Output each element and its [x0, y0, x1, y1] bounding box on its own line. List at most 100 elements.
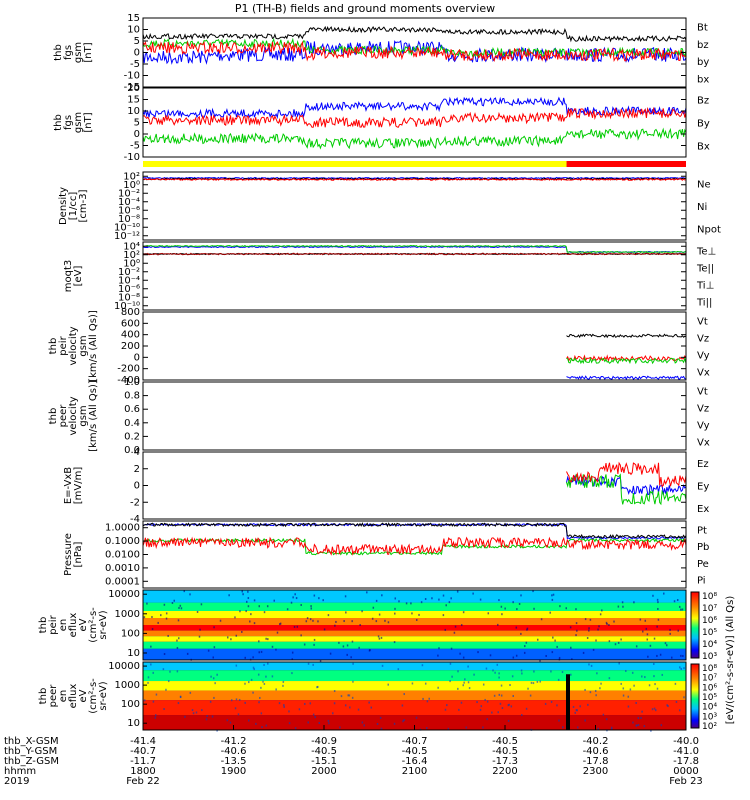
- series-vz: [566, 354, 687, 363]
- spectrogram-pixel: [617, 605, 620, 608]
- spectrogram-pixel: [438, 647, 440, 650]
- spectrogram-pixel: [415, 618, 418, 621]
- spectrogram-pixel: [260, 686, 262, 689]
- y-tick-label: 0.0010: [105, 563, 140, 574]
- legend-entry: Te||: [696, 264, 714, 275]
- spectrogram-pixel: [340, 695, 343, 698]
- spectrogram-pixel: [576, 726, 579, 729]
- y-axis-label: moqt3: [63, 260, 74, 293]
- spectrogram-pixel: [620, 638, 622, 641]
- spectrogram-pixel: [653, 662, 655, 665]
- legend-entry: Vt: [697, 387, 708, 398]
- y-tick-label: -400: [117, 375, 140, 386]
- y-axis-label: gsm: [78, 335, 89, 356]
- spectrogram-pixel: [378, 637, 381, 640]
- spectrogram-pixel: [594, 689, 597, 692]
- spectrogram-pixel: [338, 641, 340, 644]
- spectrogram-pixel: [625, 669, 627, 672]
- axis-value: -17.3: [492, 756, 518, 767]
- spectrogram-pixel: [494, 671, 496, 674]
- spectrogram-pixel: [467, 681, 470, 684]
- spectrogram-pixel: [562, 726, 564, 729]
- spectrogram-band: [143, 630, 686, 637]
- y-axis-label: en: [58, 690, 69, 703]
- axis-value: -40.5: [492, 746, 518, 757]
- series-bz: [142, 40, 687, 63]
- spectrogram-pixel: [597, 628, 599, 631]
- spectrogram-pixel: [504, 607, 506, 610]
- axis-value: 0000: [673, 766, 698, 777]
- spectrogram-pixel: [576, 709, 578, 712]
- axis-row-label: thb_Y-GSM: [4, 746, 57, 757]
- axis-value: -17.8: [583, 756, 609, 767]
- spectrogram-pixel: [447, 727, 450, 730]
- spectrogram-pixel: [518, 602, 521, 605]
- y-tick-label: 10: [127, 648, 140, 659]
- spectrogram-pixel: [558, 656, 561, 659]
- spectrogram-pixel: [334, 624, 336, 627]
- y-axis-label: thb: [53, 44, 64, 61]
- spectrogram-pixel: [176, 646, 179, 649]
- spectrogram-pixel: [163, 708, 165, 711]
- spectrogram-pixel: [298, 708, 301, 711]
- spectrogram-pixel: [213, 696, 215, 699]
- spectrogram-pixel: [310, 605, 312, 608]
- spectrogram-pixel: [600, 682, 602, 685]
- spectrogram-pixel: [160, 614, 162, 617]
- spectrogram-band: [143, 625, 686, 631]
- spectrogram-pixel: [260, 712, 263, 715]
- spectrogram-pixel: [214, 682, 216, 685]
- spectrogram-pixel: [176, 639, 178, 642]
- spectrogram-pixel: [536, 680, 539, 683]
- spectrogram-pixel: [150, 645, 152, 648]
- spectrogram-pixel: [459, 652, 461, 655]
- legend-entry: Vz: [697, 404, 709, 415]
- panel-e-field: [142, 451, 687, 520]
- spectrogram-pixel: [296, 625, 299, 628]
- legend-entry: Pt: [697, 525, 707, 536]
- spectrogram-pixel: [561, 671, 564, 674]
- spectrogram-pixel: [657, 607, 659, 610]
- spectrogram-pixel: [351, 696, 354, 699]
- spectrogram-pixel: [216, 729, 218, 732]
- spectrogram-pixel: [448, 601, 451, 604]
- spectrogram-pixel: [350, 656, 352, 659]
- spectrogram-pixel: [425, 726, 428, 729]
- spectrogram-pixel: [319, 659, 322, 662]
- spectrogram-pixel: [209, 700, 212, 703]
- legend-entry: Pe: [697, 559, 709, 570]
- spectrogram-pixel: [462, 684, 465, 687]
- panel-ion-velocity: [142, 311, 687, 381]
- axis-row-label: thb_X-GSM: [4, 736, 59, 747]
- spectrogram-pixel: [454, 625, 457, 628]
- spectrogram-pixel: [641, 710, 643, 713]
- spectrogram-pixel: [318, 722, 321, 725]
- colorbar-label: 10⁷: [702, 604, 717, 614]
- axis-value: -40.7: [130, 746, 156, 757]
- y-tick-label: 10⁻⁴: [118, 197, 140, 208]
- spectrogram-pixel: [339, 726, 341, 729]
- spectrogram-pixel: [288, 722, 291, 725]
- y-tick-label: -10: [124, 71, 140, 82]
- series-vt: [566, 333, 687, 339]
- axis-value: 1900: [221, 766, 246, 777]
- spectrogram-pixel: [639, 618, 642, 621]
- spectrogram-pixel: [420, 601, 423, 604]
- spectrogram-pixel: [352, 662, 354, 665]
- spectrogram-pixel: [279, 622, 282, 625]
- spectrogram-pixel: [394, 607, 396, 610]
- spectrogram-pixel: [230, 699, 233, 702]
- spectrogram-pixel: [629, 688, 632, 691]
- spectrogram-pixel: [596, 672, 598, 675]
- spectrogram-pixel: [235, 698, 238, 701]
- spectrogram-pixel: [346, 644, 349, 647]
- spectrogram-pixel: [195, 711, 198, 714]
- spectrogram-band: [143, 681, 686, 691]
- y-tick-label: 0: [134, 48, 140, 59]
- spectrogram-pixel: [545, 654, 547, 657]
- spectrogram-pixel: [532, 682, 535, 685]
- series-By: [142, 127, 687, 150]
- axis-value: 2000: [311, 766, 336, 777]
- spectrogram-pixel: [586, 636, 589, 639]
- spectrogram-pixel: [241, 630, 243, 633]
